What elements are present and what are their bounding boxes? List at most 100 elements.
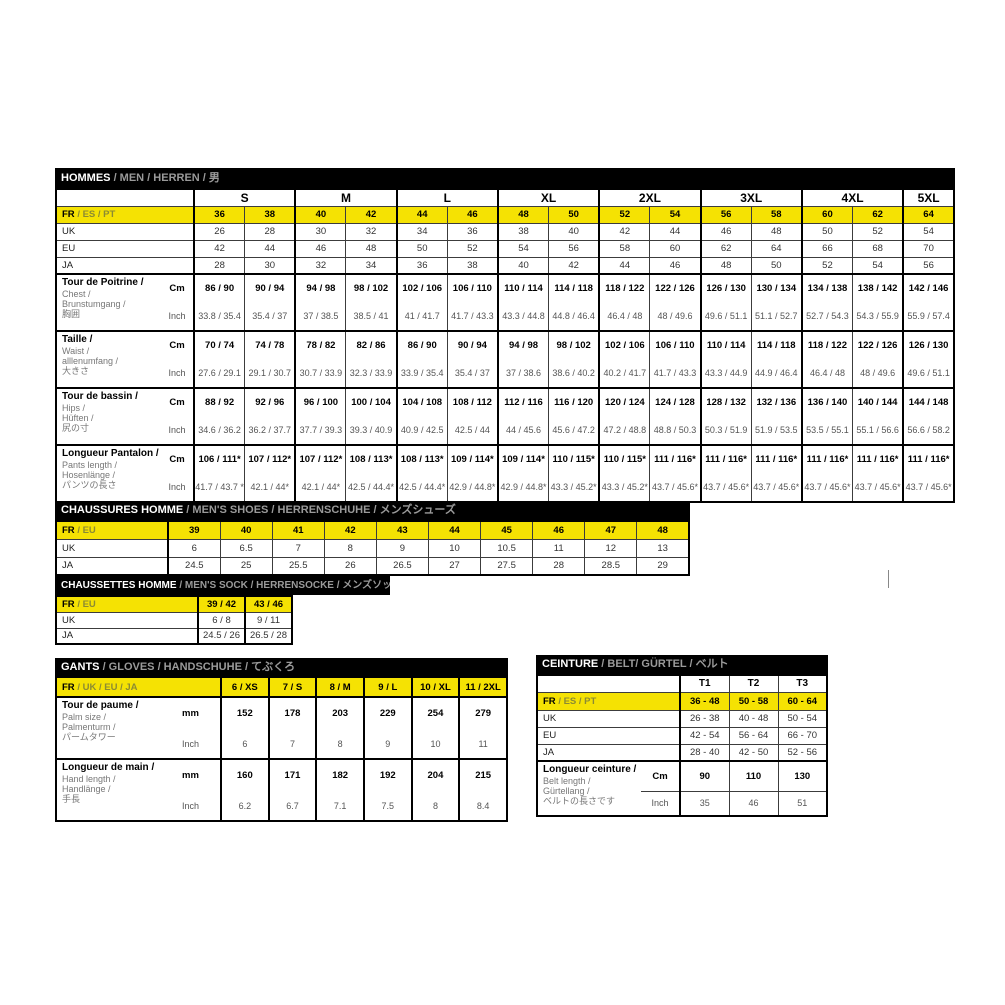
value-cell: 26.5 [375, 556, 429, 576]
value-cell: 62 [699, 239, 752, 258]
value-cell: 9 / 11 [244, 611, 293, 629]
unit-mm: mm [161, 758, 222, 791]
eu-row: EU 42 44 46 48 50 52 54 56 58 60 62 64 66 68 70 [55, 239, 955, 258]
socks-ja-row: JA 24.5 / 26 26.5 / 28 [55, 627, 293, 645]
value-cell: 45.6 / 47.2 [548, 416, 600, 446]
value-cell: 41 [271, 520, 325, 540]
men-size-section: HOMMES / MEN / HERREN / 男 S M L XL 2XL 3… [55, 168, 955, 503]
size-group-l: L [395, 188, 499, 207]
value-cell: 144 / 148 [902, 387, 955, 416]
unit-cm: Cm [641, 760, 681, 791]
value-cell: 118 / 122 [800, 330, 854, 359]
value-cell: 26.5 / 28 [244, 627, 293, 645]
value-cell: 122 / 126 [649, 273, 702, 302]
value-cell: 40 [496, 256, 550, 275]
shoes-ja-row: JA 24.5 25 25.5 26 26.5 27 27.5 28 28.5 29 [55, 556, 690, 576]
value-cell: 44 [427, 520, 482, 540]
uk-row: UK 26 28 30 32 34 36 38 40 42 44 46 48 50 52 54 [55, 222, 955, 241]
value-cell: 44.9 / 46.4 [750, 359, 803, 389]
value-cell: 109 / 114* [446, 444, 499, 473]
value-cell: 26 - 38 [679, 709, 730, 728]
hand-length-mm-row: Longueur de main / Hand length / Handlän… [55, 758, 508, 821]
value-cell: 25 [219, 556, 273, 576]
value-cell: 90 [679, 760, 730, 791]
eu-label: EU [55, 239, 195, 258]
value-cell: 28.5 [584, 556, 638, 576]
gloves-title: GANTS [61, 661, 100, 673]
value-cell: 56 [902, 256, 955, 275]
value-cell: 6.7 [267, 791, 317, 822]
belt-length-label: Longueur ceinture / Belt length / Gürtel… [536, 760, 641, 816]
value-cell: 52 [800, 256, 854, 275]
value-cell: 50 [800, 222, 854, 241]
value-cell: 142 / 146 [902, 273, 955, 302]
value-cell: 49.6 / 51.1 [902, 359, 955, 389]
socks-uk-label: UK [55, 611, 199, 629]
value-cell: 64 [902, 205, 955, 224]
value-cell: 116 / 120 [548, 387, 600, 416]
value-cell: 51.1 / 52.7 [750, 302, 803, 332]
value-cell: 44.8 / 46.4 [548, 302, 600, 332]
value-cell: 134 / 138 [800, 273, 854, 302]
palm-mm-row: Tour de paume / Palm size / Palmenturm /… [55, 696, 508, 759]
value-cell: 11 / 2XL [458, 676, 508, 698]
size-group-s: S [192, 188, 296, 207]
value-cell: 36 - 48 [679, 691, 730, 711]
men-shoes-table: FR / EU 39 40 41 42 43 44 45 46 47 48 UK 6 6.5 7 8 9 1… [55, 520, 690, 576]
value-cell: 36 [395, 256, 448, 275]
value-cell: 49.6 / 51.1 [699, 302, 752, 332]
value-cell: 43.7 / 45.6* [902, 473, 955, 503]
value-cell: 111 / 116* [902, 444, 955, 473]
pants-length-cm-row: Longueur Pantalon / Pants length / Hosen… [55, 444, 955, 502]
value-cell: 110 / 114 [496, 273, 550, 302]
value-cell: 78 / 82 [294, 330, 347, 359]
value-cell: 40 [548, 222, 600, 241]
men-socks-section: CHAUSSETTES HOMME / MEN'S SOCK / HERRENS… [55, 576, 390, 645]
belt-header-bar: CEINTURE / BELT/ GÜRTEL / ベルト [536, 655, 828, 674]
value-cell: 28 [244, 222, 296, 241]
value-cell: 40 - 48 [728, 709, 779, 728]
belt-length-inch-row: Inch 35 46 51 [537, 790, 828, 817]
value-cell: 41.7 / 43.7 * [193, 473, 246, 503]
value-cell: 29.1 / 30.7 [244, 359, 296, 389]
value-cell: 48 / 49.6 [649, 302, 702, 332]
value-cell: 25.5 [271, 556, 325, 576]
value-cell: 27.5 [480, 556, 534, 576]
value-cell: 52 [446, 239, 499, 258]
value-cell: 24.5 [166, 556, 221, 576]
gloves-header-bar: GANTS / GLOVES / HANDSCHUHE / てぶくろ [55, 658, 508, 676]
value-cell: 64 [750, 239, 803, 258]
size-group-2xl: 2XL [598, 188, 702, 207]
value-cell: 46 [532, 520, 586, 540]
value-cell: 171 [267, 758, 317, 791]
es-pt-label: / ES / PT [77, 209, 116, 220]
value-cell: 107 / 112* [244, 444, 296, 473]
value-cell: 28 [532, 556, 586, 576]
value-cell: 42 [598, 222, 651, 241]
size-group-3xl: 3XL [699, 188, 803, 207]
value-cell: 30.7 / 33.9 [294, 359, 347, 389]
value-cell: 26 [323, 556, 377, 576]
value-cell: 109 / 114* [496, 444, 550, 473]
value-cell: 108 / 113* [345, 444, 398, 473]
value-cell: 36 [193, 205, 246, 224]
chest-cm-row: Tour de Poitrine / Chest / Brunstumgang … [55, 273, 955, 331]
value-cell: 39.3 / 40.9 [345, 416, 398, 446]
waist-label: Taille / Waist / alllenumfang / 大きさ [55, 330, 161, 388]
gloves-title-translations: / GLOVES / HANDSCHUHE / てぶくろ [102, 661, 296, 673]
value-cell: 39 / 42 [197, 595, 246, 613]
ja-label: JA [55, 256, 195, 275]
hips-label: Tour de bassin / Hips / Hüften / 尻の寸 [55, 387, 161, 445]
value-cell: 104 / 108 [395, 387, 448, 416]
value-cell: 74 / 78 [244, 330, 296, 359]
size-group-5xl: 5XL [902, 188, 955, 207]
value-cell: 112 / 116 [496, 387, 550, 416]
value-cell: 102 / 106 [395, 273, 448, 302]
value-cell: 11 [532, 538, 586, 558]
value-cell: 138 / 142 [852, 273, 904, 302]
unit-inch: Inch [161, 416, 195, 446]
value-cell: 203 [315, 696, 365, 729]
value-cell: 178 [267, 696, 317, 729]
waist-cm-row: Taille / Waist / alllenumfang / 大きさ Cm 7… [55, 330, 955, 388]
value-cell: 43.3 / 45.2* [598, 473, 651, 503]
